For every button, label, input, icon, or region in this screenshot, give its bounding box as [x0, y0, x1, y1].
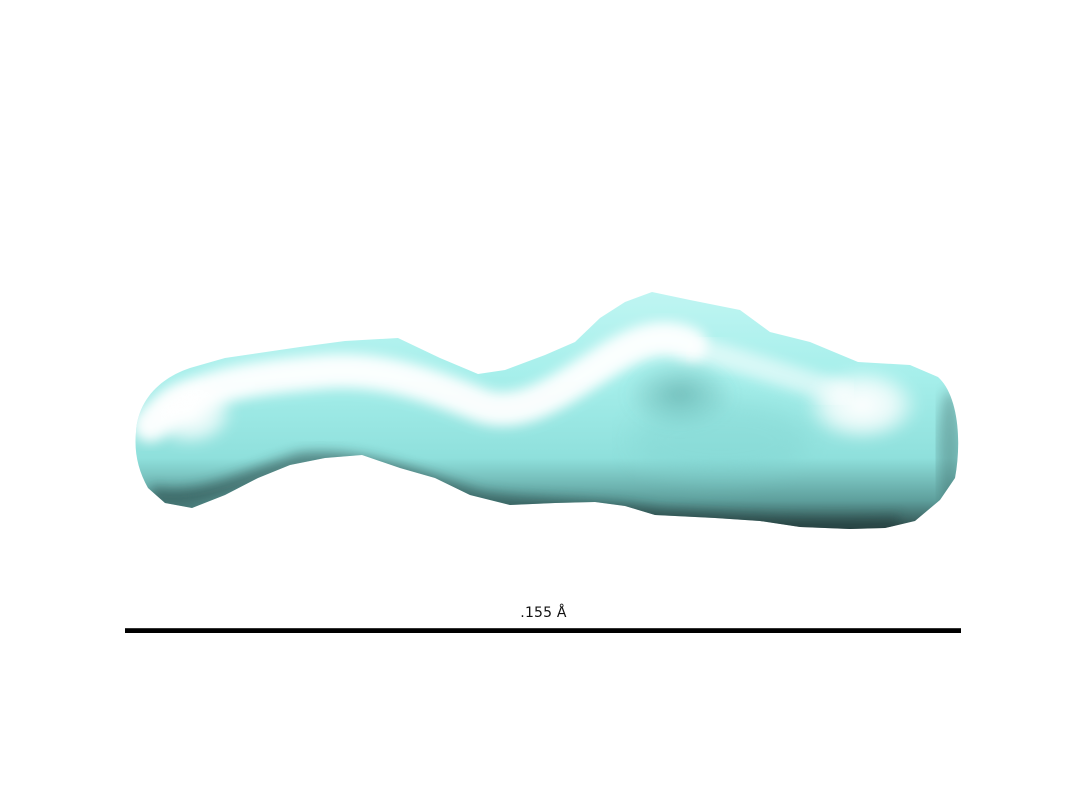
scale-bar-label: .155 Å	[520, 605, 567, 621]
scale-bar	[125, 628, 961, 633]
